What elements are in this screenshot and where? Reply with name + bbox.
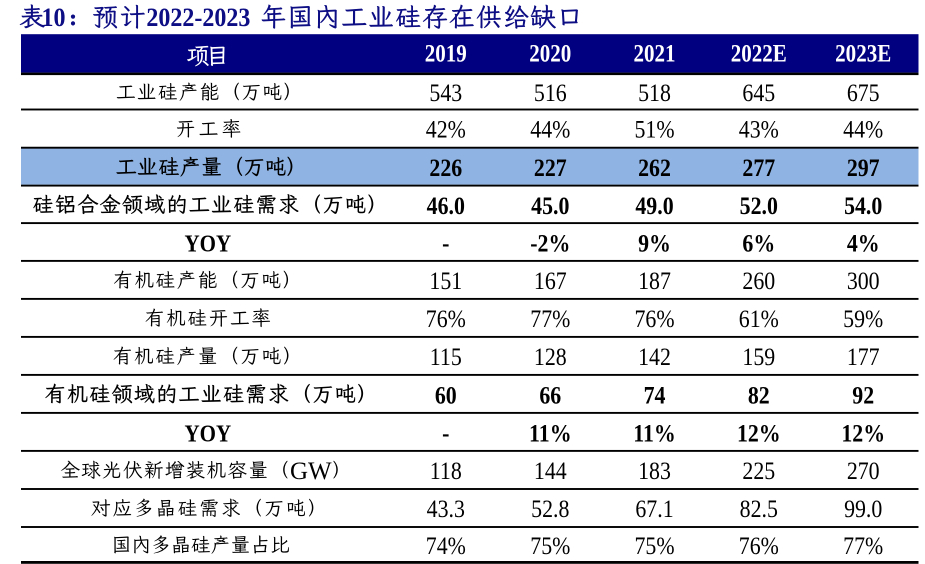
svg-text:177: 177 (847, 344, 880, 372)
svg-text:543: 543 (429, 80, 462, 108)
svg-text:11%: 11% (529, 420, 572, 448)
svg-text:12%: 12% (737, 420, 781, 448)
svg-text:44%: 44% (530, 116, 570, 144)
svg-text:2020: 2020 (529, 40, 571, 68)
svg-text:518: 518 (638, 80, 671, 108)
svg-text:144: 144 (534, 458, 567, 486)
svg-text:74: 74 (644, 382, 666, 410)
svg-text:67.1: 67.1 (635, 496, 673, 524)
svg-text:675: 675 (847, 80, 880, 108)
svg-text:260: 260 (742, 268, 775, 296)
svg-text:270: 270 (847, 458, 880, 486)
svg-text:2021: 2021 (633, 40, 675, 68)
svg-text:45.0: 45.0 (531, 193, 569, 221)
svg-text:59%: 59% (843, 306, 883, 334)
svg-text:226: 226 (429, 155, 462, 183)
svg-text:167: 167 (534, 268, 567, 296)
svg-text:-: - (442, 230, 449, 258)
svg-text:75%: 75% (530, 533, 570, 561)
svg-text:297: 297 (847, 155, 880, 183)
svg-text:92: 92 (852, 382, 874, 410)
svg-text:645: 645 (742, 80, 775, 108)
svg-text:77%: 77% (530, 306, 570, 334)
svg-text:151: 151 (429, 268, 462, 296)
svg-text:2023E: 2023E (835, 40, 891, 68)
svg-text:10: 10 (42, 3, 66, 32)
svg-text:46.0: 46.0 (427, 193, 465, 221)
svg-text:159: 159 (742, 344, 775, 372)
svg-text:300: 300 (847, 268, 880, 296)
svg-text:54.0: 54.0 (844, 193, 882, 221)
svg-text:225: 225 (742, 458, 775, 486)
svg-text:66: 66 (539, 382, 561, 410)
svg-text:49.0: 49.0 (635, 193, 673, 221)
svg-text:12%: 12% (841, 420, 885, 448)
svg-text:44%: 44% (843, 116, 883, 144)
svg-text:227: 227 (534, 155, 567, 183)
svg-text:2022-2023: 2022-2023 (146, 3, 250, 32)
svg-text:9%: 9% (638, 230, 671, 258)
svg-text:6%: 6% (742, 230, 775, 258)
svg-text:77%: 77% (843, 533, 883, 561)
svg-text:76%: 76% (634, 306, 674, 334)
svg-text:128: 128 (534, 344, 567, 372)
svg-text:76%: 76% (739, 533, 779, 561)
svg-text:118: 118 (430, 458, 462, 486)
svg-text:2019: 2019 (425, 40, 467, 68)
svg-text:GW: GW (290, 458, 332, 485)
svg-text:74%: 74% (426, 533, 466, 561)
svg-text:115: 115 (430, 344, 462, 372)
svg-text:183: 183 (638, 458, 671, 486)
svg-text:43.3: 43.3 (427, 496, 465, 524)
svg-text:99.0: 99.0 (844, 496, 882, 524)
svg-text:YOY: YOY (184, 230, 231, 257)
svg-text:277: 277 (742, 155, 775, 183)
svg-text:82.5: 82.5 (740, 496, 778, 524)
svg-text:42%: 42% (426, 116, 466, 144)
svg-text:52.8: 52.8 (531, 496, 569, 524)
svg-text:-: - (442, 420, 449, 448)
svg-text:4%: 4% (847, 230, 880, 258)
svg-text:75%: 75% (634, 533, 674, 561)
svg-text:11%: 11% (633, 420, 676, 448)
svg-text:51%: 51% (634, 116, 674, 144)
svg-text:76%: 76% (426, 306, 466, 334)
svg-text:2022E: 2022E (731, 40, 787, 68)
svg-text:516: 516 (534, 80, 567, 108)
svg-text:187: 187 (638, 268, 671, 296)
svg-text:142: 142 (638, 344, 671, 372)
svg-text:60: 60 (435, 382, 457, 410)
svg-text:262: 262 (638, 155, 671, 183)
svg-text:52.0: 52.0 (740, 193, 778, 221)
svg-text:-2%: -2% (530, 230, 570, 258)
svg-text:YOY: YOY (184, 420, 231, 447)
svg-text:82: 82 (748, 382, 770, 410)
svg-text:43%: 43% (739, 116, 779, 144)
svg-text:61%: 61% (739, 306, 779, 334)
